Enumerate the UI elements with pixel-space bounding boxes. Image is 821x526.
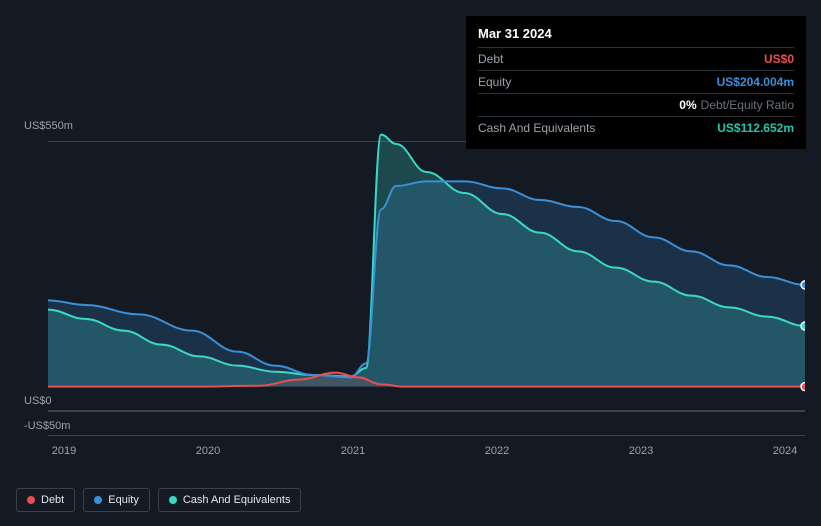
series-marker-debt[interactable] — [801, 383, 805, 391]
chart-legend: Debt Equity Cash And Equivalents — [16, 488, 301, 512]
series-marker-cash[interactable] — [801, 322, 805, 330]
tooltip-date: Mar 31 2024 — [478, 26, 794, 47]
x-axis-label: 2021 — [341, 445, 365, 457]
x-axis-label: 2022 — [485, 445, 509, 457]
legend-label: Debt — [41, 494, 64, 506]
tooltip-row-debt: Debt US$0 — [478, 47, 794, 70]
x-axis-label: 2023 — [629, 445, 653, 457]
series-fill-equity — [48, 181, 805, 386]
legend-dot-icon — [27, 496, 35, 504]
gridline — [48, 410, 805, 412]
tooltip-value: US$112.652m — [717, 121, 794, 135]
gridline — [48, 435, 805, 436]
tooltip-label: Debt — [478, 52, 503, 66]
legend-dot-icon — [94, 496, 102, 504]
legend-dot-icon — [169, 496, 177, 504]
financial-chart: US$550m US$0 -US$50m 2019202020212022202… — [16, 120, 805, 440]
legend-item-cash[interactable]: Cash And Equivalents — [158, 488, 302, 512]
legend-label: Equity — [108, 494, 139, 506]
x-axis-label: 2019 — [52, 445, 76, 457]
legend-item-debt[interactable]: Debt — [16, 488, 75, 512]
tooltip-value: US$204.004m — [717, 75, 794, 89]
legend-label: Cash And Equivalents — [183, 494, 291, 506]
tooltip-label: Equity — [478, 75, 511, 89]
x-axis-label: 2024 — [773, 445, 797, 457]
tooltip-row-ratio: 0%Debt/Equity Ratio — [478, 93, 794, 116]
chart-plot[interactable] — [48, 130, 805, 410]
legend-item-equity[interactable]: Equity — [83, 488, 150, 512]
x-axis-label: 2020 — [196, 445, 220, 457]
tooltip-row-equity: Equity US$204.004m — [478, 70, 794, 93]
tooltip-label: Cash And Equivalents — [478, 121, 595, 135]
tooltip-value: US$0 — [764, 52, 794, 66]
chart-tooltip: Mar 31 2024 Debt US$0 Equity US$204.004m… — [466, 16, 806, 149]
tooltip-value: 0%Debt/Equity Ratio — [679, 98, 794, 112]
tooltip-row-cash: Cash And Equivalents US$112.652m — [478, 116, 794, 139]
series-marker-equity[interactable] — [801, 281, 805, 289]
y-axis-label: -US$50m — [24, 420, 70, 432]
